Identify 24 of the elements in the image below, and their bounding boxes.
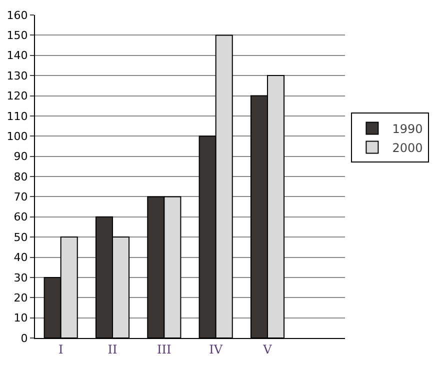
x-tick-label: V [262, 342, 272, 356]
y-tick-label: 130 [6, 69, 28, 82]
legend-label: 2000 [392, 140, 423, 155]
y-tick-label: 100 [6, 130, 28, 143]
y-tick-label: 90 [14, 150, 28, 164]
y-tick-label: 80 [14, 170, 28, 184]
y-tick-label: 40 [14, 251, 28, 264]
y-tick-label: 10 [14, 312, 28, 325]
y-tick-label: 20 [14, 291, 28, 304]
x-tick-label: IV [209, 342, 223, 356]
legend-label: 1990 [392, 122, 423, 136]
x-tick-label: I [58, 342, 64, 356]
x-tick-label: II [108, 342, 118, 356]
y-tick-label: 60 [14, 210, 28, 224]
y-tick-label: 150 [6, 29, 28, 42]
y-tick-label: 110 [6, 110, 28, 123]
y-tick-label: 0 [20, 332, 28, 345]
y-tick-label: 50 [14, 230, 28, 244]
y-tick-label: 30 [14, 271, 28, 284]
x-tick-label: III [157, 342, 172, 356]
y-tick-label: 140 [6, 49, 28, 62]
y-tick-label: 70 [14, 190, 28, 204]
y-tick-label: 120 [6, 90, 28, 103]
y-tick-label: 160 [6, 8, 28, 22]
